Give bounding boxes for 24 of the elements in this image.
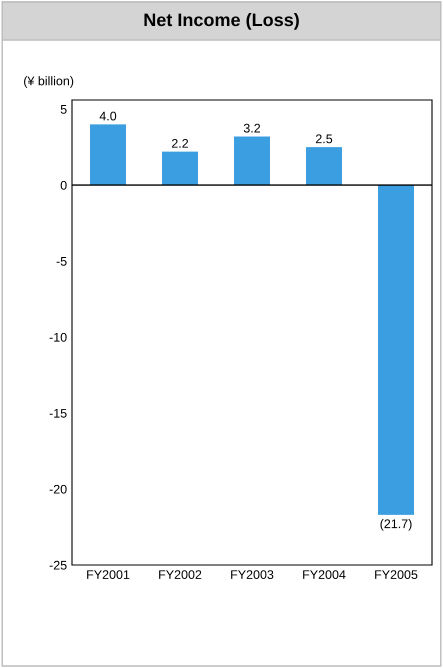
bar <box>378 185 414 515</box>
bar <box>90 124 126 186</box>
data-label: 4.0 <box>100 112 116 120</box>
y-tick-label: -15 <box>50 408 67 418</box>
x-tick-label: FY2003 <box>231 570 274 580</box>
x-tick-label: FY2001 <box>87 570 130 580</box>
x-tick-label: FY2004 <box>303 570 346 580</box>
data-label: 3.2 <box>244 124 260 133</box>
x-tick-label: FY2005 <box>375 570 418 580</box>
y-tick-label: 0 <box>60 180 67 190</box>
data-label: (21.7) <box>380 519 412 531</box>
y-axis-title: (¥ billion) <box>24 76 74 88</box>
bar <box>162 152 198 186</box>
y-tick-label: 5 <box>60 105 67 114</box>
y-tick-label: -25 <box>50 560 67 570</box>
chart-title: Net Income (Loss) <box>144 12 299 30</box>
x-tick-label: FY2002 <box>159 570 202 580</box>
bar <box>306 147 342 186</box>
y-tick-label: -5 <box>56 257 67 266</box>
data-label: 2.2 <box>172 138 188 148</box>
data-label: 2.5 <box>316 134 332 144</box>
bar <box>234 136 270 186</box>
y-tick-label: -20 <box>50 484 67 494</box>
y-tick-label: -10 <box>50 332 67 342</box>
